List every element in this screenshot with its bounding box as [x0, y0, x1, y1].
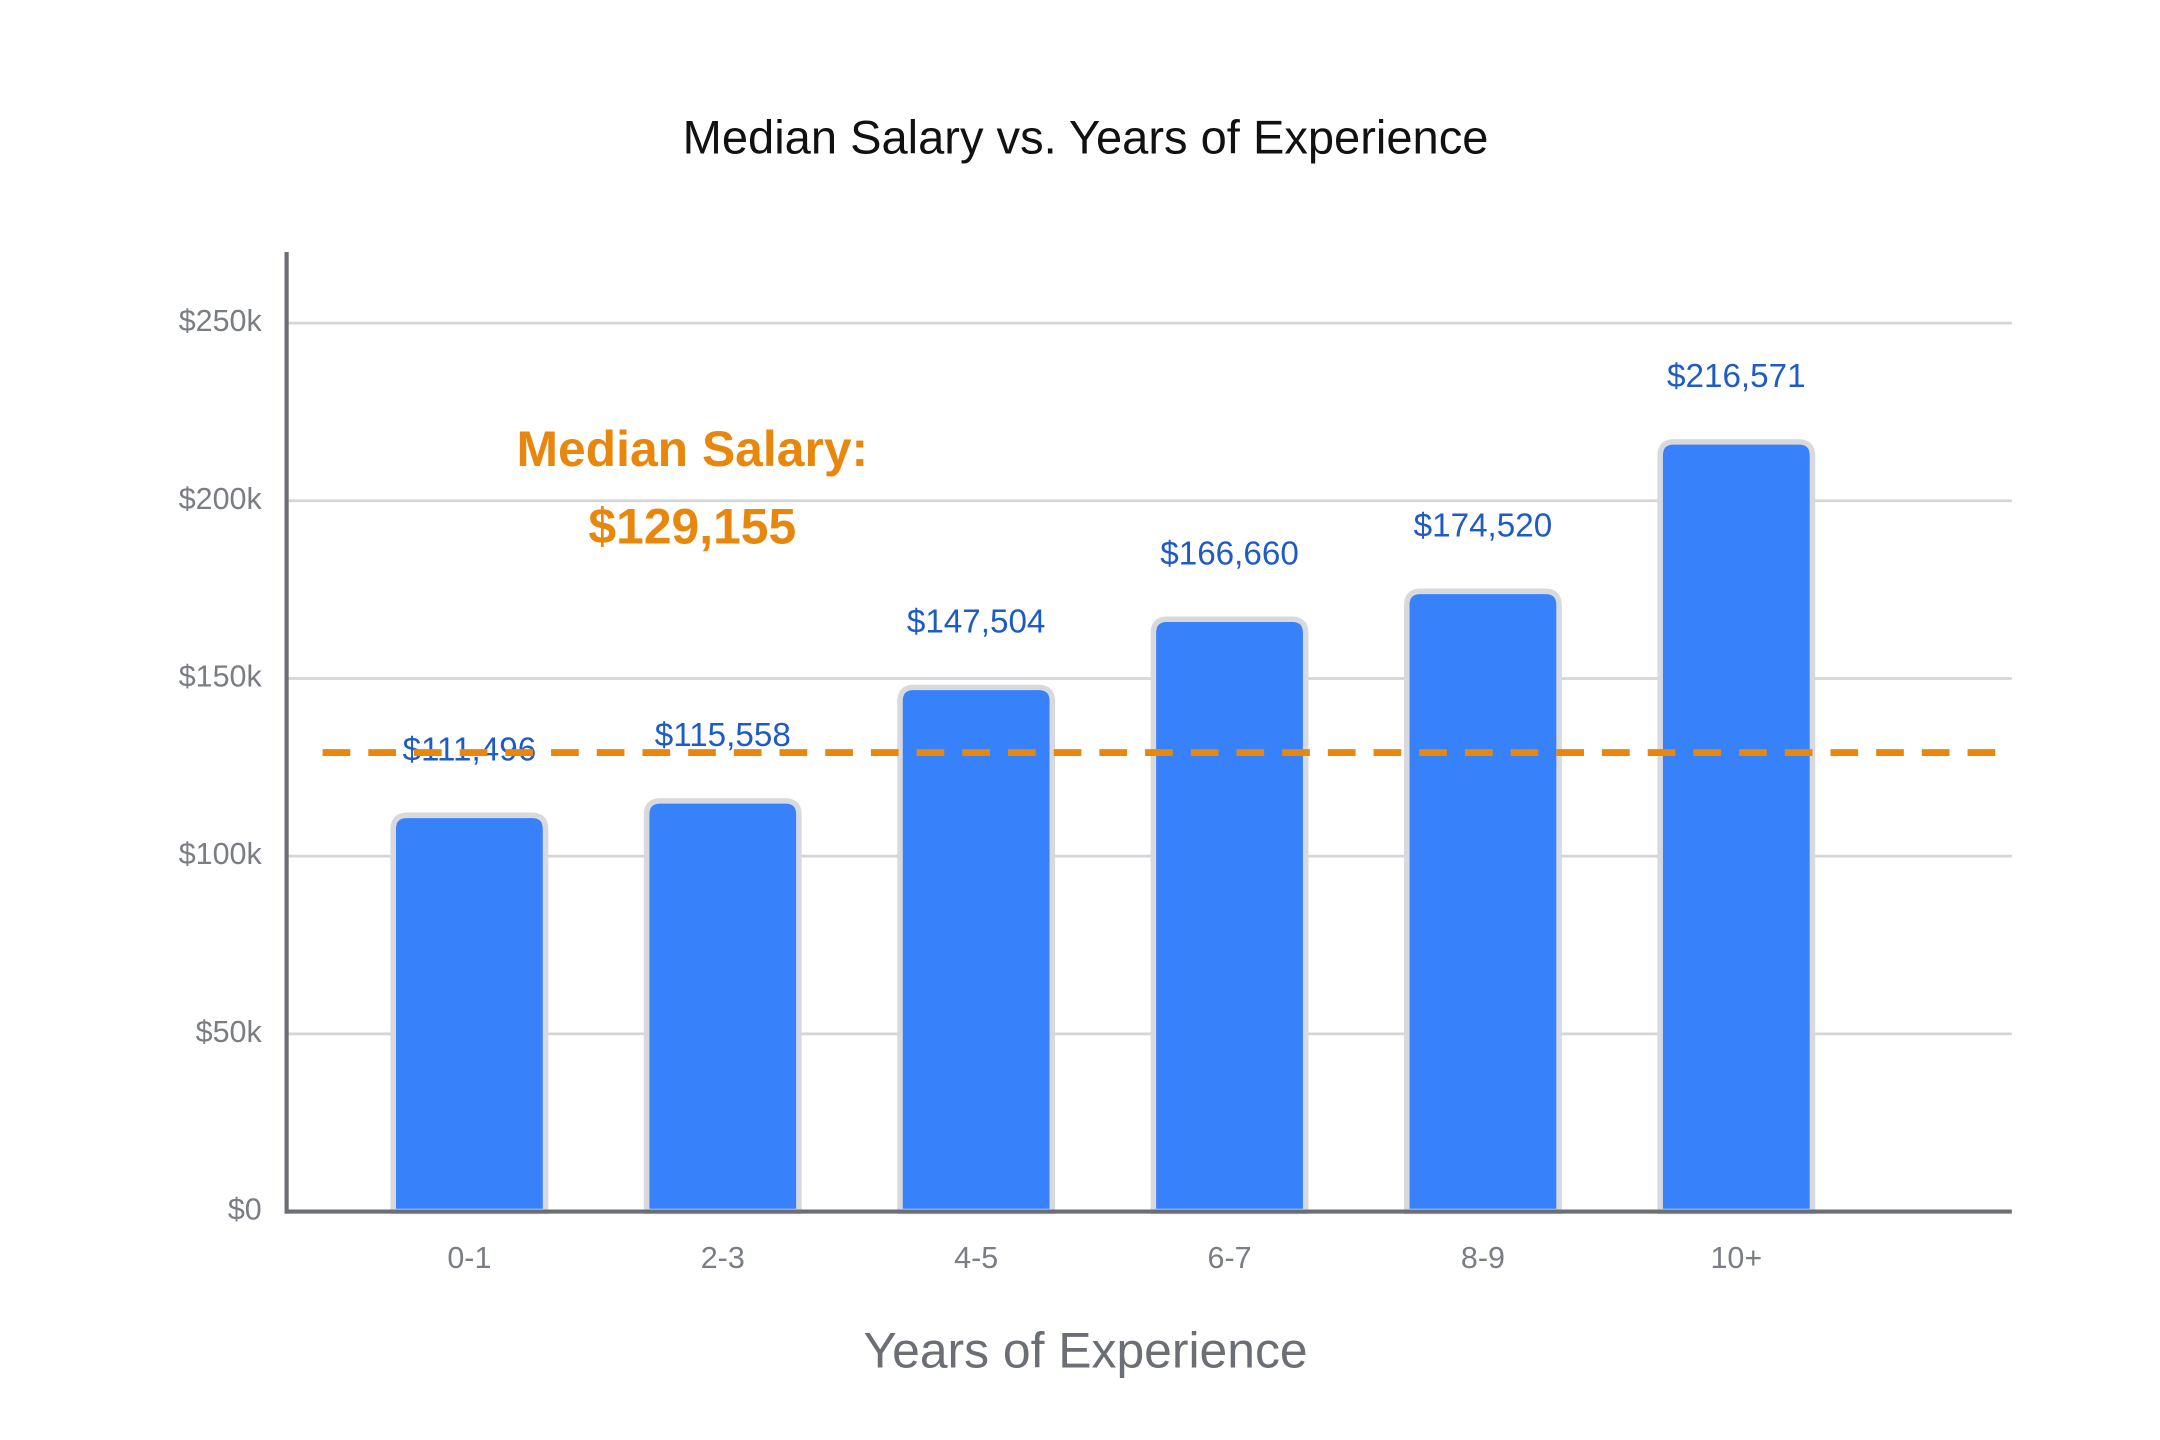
x-tick-label: 4-5: [954, 1241, 998, 1275]
median-annotation-title: Median Salary:: [516, 421, 868, 477]
y-tick-label: $50k: [196, 1015, 263, 1049]
value-label: $166,660: [1160, 535, 1299, 572]
value-label: $147,504: [907, 603, 1046, 640]
x-tick-label: 0-1: [447, 1241, 491, 1275]
chart-title: Median Salary vs. Years of Experience: [683, 111, 1489, 164]
y-tick-label: $100k: [179, 837, 263, 871]
bar: [897, 684, 1056, 1215]
y-tick-label: $250k: [179, 304, 263, 338]
x-axis-title: Years of Experience: [863, 1322, 1307, 1378]
y-tick-label: $150k: [179, 660, 263, 694]
value-label: $174,520: [1414, 507, 1553, 544]
y-tick-label: $200k: [179, 482, 263, 516]
x-tick-label: 8-9: [1461, 1241, 1505, 1275]
x-tick-label: 6-7: [1208, 1241, 1252, 1275]
value-label: $216,571: [1667, 358, 1806, 395]
bar: [1657, 439, 1816, 1215]
x-tick-label: 10+: [1710, 1241, 1762, 1275]
bar: [643, 798, 802, 1215]
x-tick-label: 2-3: [701, 1241, 745, 1275]
value-label: $115,558: [655, 717, 791, 754]
y-tick-label: $0: [228, 1193, 262, 1227]
bar: [1404, 588, 1562, 1215]
bar: [390, 812, 549, 1215]
bar: [1150, 616, 1309, 1215]
median-annotation-value: $129,155: [588, 498, 796, 554]
